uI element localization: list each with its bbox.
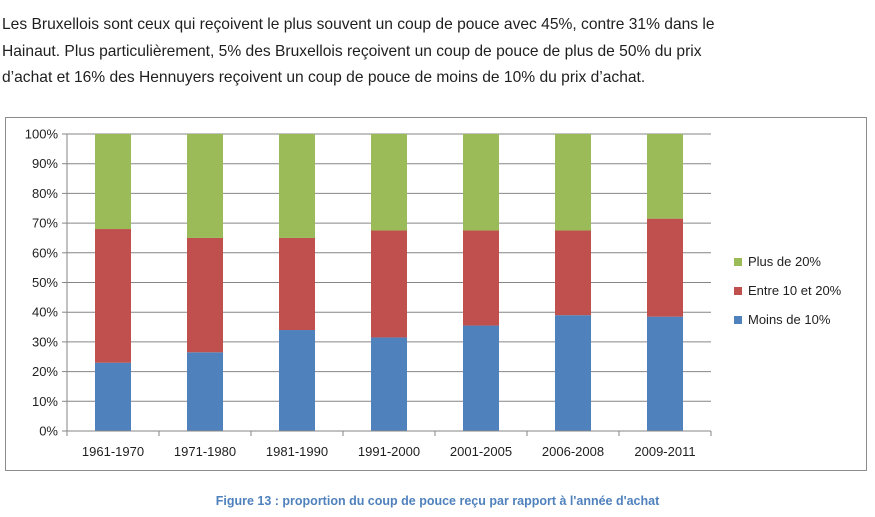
x-tick-label: 2009-2011 bbox=[634, 444, 695, 459]
bar-segment-entre-10-et-20--1971-1980 bbox=[187, 237, 223, 353]
legend-label: Entre 10 et 20% bbox=[748, 283, 842, 298]
y-tick-label: 40% bbox=[32, 305, 58, 320]
x-tick-label: 2006-2008 bbox=[542, 444, 604, 459]
y-tick-label: 20% bbox=[32, 364, 58, 379]
y-tick-label: 30% bbox=[32, 334, 58, 349]
bar-segment-entre-10-et-20--2009-2011 bbox=[647, 218, 683, 317]
bar-segment-moins-de-10--1981-1990 bbox=[279, 330, 315, 431]
paragraph-line-1: Les Bruxellois sont ceux qui reçoivent l… bbox=[2, 16, 715, 33]
figure-caption: Figure 13 : proportion du coup de pouce … bbox=[215, 494, 660, 508]
bar-segment-plus-de-20--1961-1970 bbox=[95, 134, 131, 230]
y-tick-label: 100% bbox=[25, 127, 59, 142]
bar-segment-plus-de-20--1981-1990 bbox=[279, 134, 315, 238]
y-tick-label: 0% bbox=[39, 424, 58, 439]
bar-segment-entre-10-et-20--1981-1990 bbox=[279, 237, 315, 331]
bar-segment-plus-de-20--1971-1980 bbox=[187, 134, 223, 238]
y-tick-label: 90% bbox=[32, 156, 58, 171]
bar-segment-entre-10-et-20--1991-2000 bbox=[371, 230, 407, 338]
bar-segment-entre-10-et-20--2006-2008 bbox=[555, 230, 591, 316]
paragraph-line-3: d’achat et 16% des Hennuyers reçoivent u… bbox=[2, 69, 646, 86]
legend-swatch bbox=[734, 287, 742, 295]
x-tick-label: 1961-1970 bbox=[82, 444, 144, 459]
x-tick-label: 1981-1990 bbox=[266, 444, 328, 459]
bar-segment-moins-de-10--1961-1970 bbox=[95, 362, 131, 431]
legend-label: Plus de 20% bbox=[748, 254, 821, 269]
y-tick-label: 60% bbox=[32, 245, 58, 260]
paragraph-line-2: Hainaut. Plus particulièrement, 5% des B… bbox=[2, 42, 702, 60]
y-tick-label: 80% bbox=[32, 186, 58, 201]
bar-segment-plus-de-20--1991-2000 bbox=[371, 134, 407, 231]
bar-segment-plus-de-20--2006-2008 bbox=[555, 134, 591, 231]
bar-segment-moins-de-10--2006-2008 bbox=[555, 315, 591, 431]
intro-paragraph: Les Bruxellois sont ceux qui reçoivent l… bbox=[2, 12, 870, 92]
bar-segment-plus-de-20--2009-2011 bbox=[647, 134, 683, 219]
y-tick-label: 70% bbox=[32, 216, 58, 231]
bar-segment-moins-de-10--1971-1980 bbox=[187, 352, 223, 431]
stacked-bar-chart: 0% 10% 20% 30% 40% 50% 60% 70% 80% 90% 100% 1961-19… bbox=[5, 117, 867, 471]
x-tick-label: 1971-1980 bbox=[174, 444, 236, 459]
x-tick-label: 2001-2005 bbox=[450, 444, 512, 459]
bar-segment-entre-10-et-20--2001-2005 bbox=[463, 230, 499, 326]
y-tick-label: 10% bbox=[32, 394, 58, 409]
chart-canvas: 0% 10% 20% 30% 40% 50% 60% 70% 80% 90% 100% 1961-19… bbox=[25, 127, 842, 460]
x-tick-label: 1991-2000 bbox=[358, 444, 420, 459]
bar-segment-moins-de-10--2009-2011 bbox=[647, 316, 683, 431]
legend-swatch bbox=[734, 258, 742, 266]
bar-segment-plus-de-20--2001-2005 bbox=[463, 134, 499, 231]
y-tick-label: 50% bbox=[32, 275, 58, 290]
bar-segment-entre-10-et-20--1961-1970 bbox=[95, 229, 131, 363]
legend-label: Moins de 10% bbox=[748, 312, 831, 327]
bar-segment-moins-de-10--1991-2000 bbox=[371, 337, 407, 431]
legend-swatch bbox=[734, 316, 742, 324]
bar-segment-moins-de-10--2001-2005 bbox=[463, 325, 499, 431]
